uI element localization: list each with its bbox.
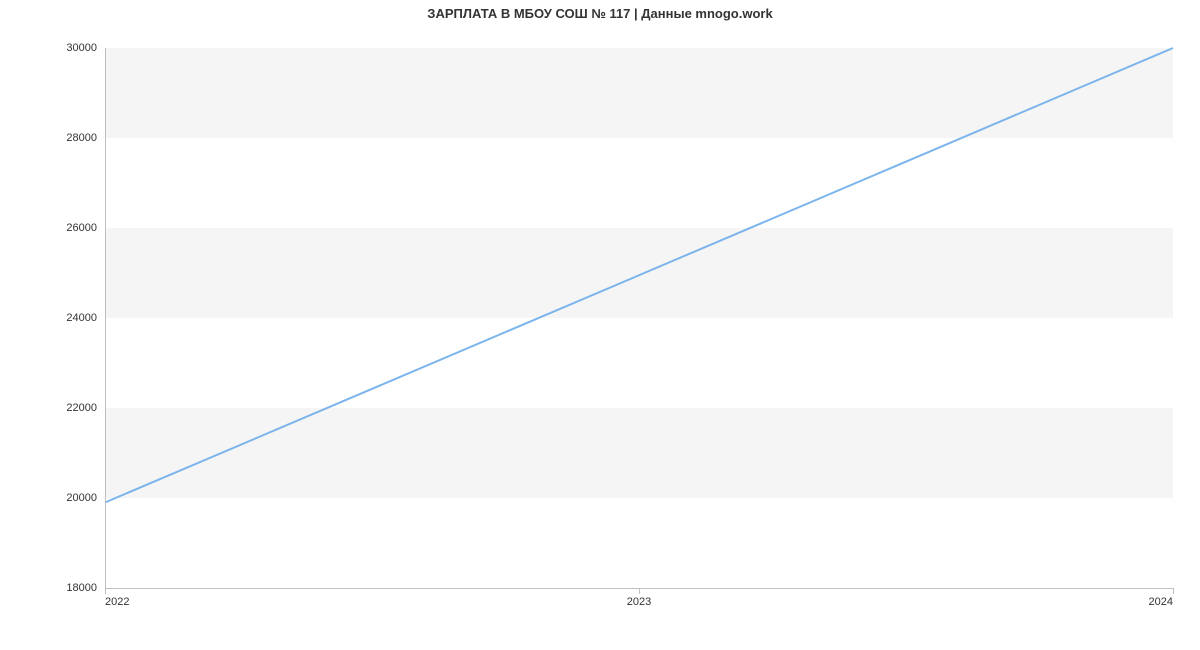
x-tick-mark [1173, 588, 1174, 594]
y-axis-line [105, 48, 106, 588]
series-line-salary [105, 48, 1173, 503]
salary-line-chart: ЗАРПЛАТА В МБОУ СОШ № 117 | Данные mnogo… [0, 0, 1200, 650]
y-tick-label: 20000 [66, 492, 97, 504]
x-tick-mark [639, 588, 640, 594]
y-tick-label: 26000 [66, 222, 97, 234]
x-tick-label: 2022 [105, 596, 129, 608]
y-tick-label: 24000 [66, 312, 97, 324]
x-tick-label: 2024 [1149, 596, 1173, 608]
y-tick-label: 22000 [66, 402, 97, 414]
y-tick-label: 28000 [66, 132, 97, 144]
plot-area: 1800020000220002400026000280003000020222… [105, 48, 1173, 588]
y-tick-label: 18000 [66, 582, 97, 594]
line-layer [105, 48, 1173, 588]
x-tick-label: 2023 [627, 596, 651, 608]
chart-title: ЗАРПЛАТА В МБОУ СОШ № 117 | Данные mnogo… [0, 6, 1200, 21]
y-tick-label: 30000 [66, 42, 97, 54]
x-tick-mark [105, 588, 106, 594]
